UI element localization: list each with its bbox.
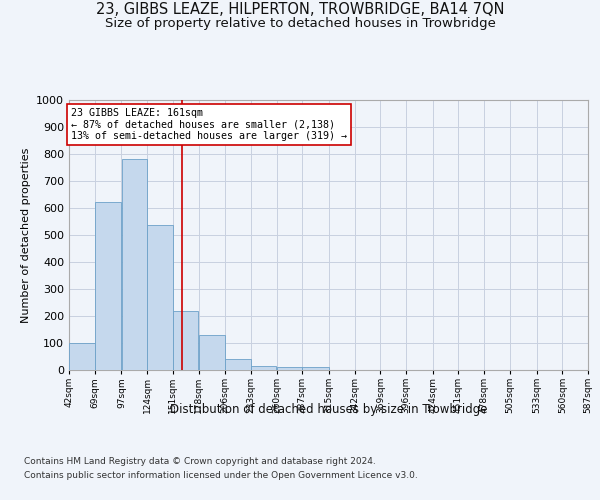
Bar [302,368,329,370]
Bar [199,335,225,370]
Bar [147,225,173,370]
Bar [95,202,121,370]
Text: Distribution of detached houses by size in Trowbridge: Distribution of detached houses by size … [170,402,488,415]
Bar [173,310,199,370]
Bar [69,342,95,370]
Bar [277,368,302,370]
Bar [122,159,147,370]
Text: 23 GIBBS LEAZE: 161sqm
← 87% of detached houses are smaller (2,138)
13% of semi-: 23 GIBBS LEAZE: 161sqm ← 87% of detached… [71,108,347,142]
Text: 23, GIBBS LEAZE, HILPERTON, TROWBRIDGE, BA14 7QN: 23, GIBBS LEAZE, HILPERTON, TROWBRIDGE, … [96,2,504,18]
Text: Contains public sector information licensed under the Open Government Licence v3: Contains public sector information licen… [24,472,418,480]
Bar [251,366,277,370]
Text: Size of property relative to detached houses in Trowbridge: Size of property relative to detached ho… [104,16,496,30]
Y-axis label: Number of detached properties: Number of detached properties [20,148,31,322]
Text: Contains HM Land Registry data © Crown copyright and database right 2024.: Contains HM Land Registry data © Crown c… [24,458,376,466]
Bar [226,359,251,370]
